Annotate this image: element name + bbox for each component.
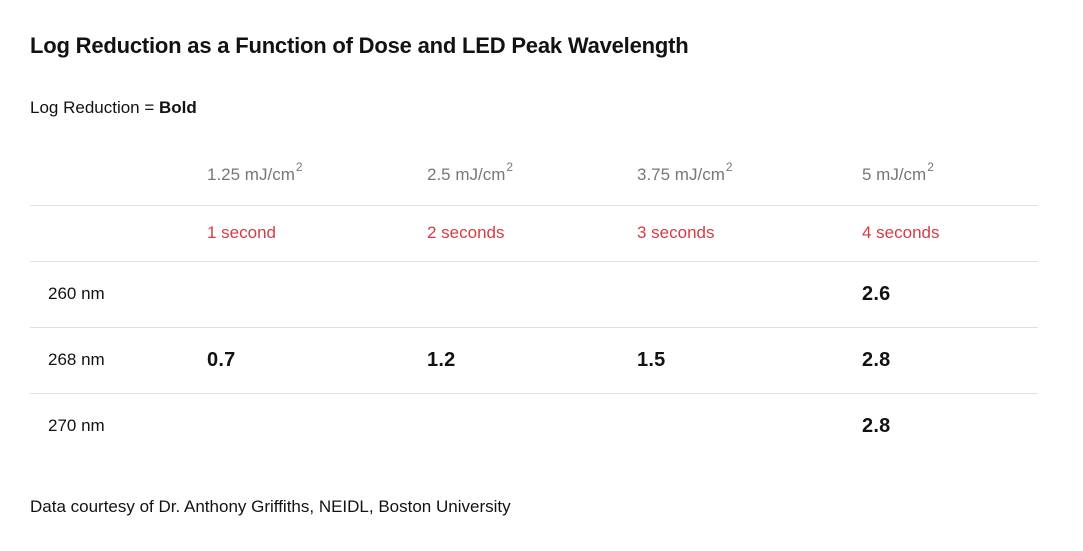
value-cell: 2.8 xyxy=(862,326,1038,393)
wavelength-label: 260 nm xyxy=(30,260,207,327)
time-header: 2 seconds xyxy=(427,204,637,261)
value-cell xyxy=(637,392,862,459)
table-row: 270 nm 2.8 xyxy=(30,392,1038,459)
time-header-row: 1 second 2 seconds 3 seconds 4 seconds xyxy=(30,204,1038,261)
corner-cell xyxy=(30,204,207,261)
value-cell xyxy=(637,260,862,327)
superscript: 2 xyxy=(506,160,514,175)
superscript: 2 xyxy=(295,160,303,175)
time-header: 4 seconds xyxy=(862,204,1038,261)
value-cell: 1.2 xyxy=(427,326,637,393)
value-cell xyxy=(427,260,637,327)
wavelength-label: 270 nm xyxy=(30,392,207,459)
legend-note-bold-word: Bold xyxy=(159,98,197,117)
dose-header: 3.75 mJ/cm2 xyxy=(637,160,733,184)
dose-header: 1.25 mJ/cm2 xyxy=(207,160,303,184)
source-credit: Data courtesy of Dr. Anthony Griffiths, … xyxy=(30,497,511,516)
value-cell xyxy=(207,260,427,327)
value-cell: 2.8 xyxy=(862,392,1038,459)
value-cell xyxy=(207,392,427,459)
value-cell: 1.5 xyxy=(637,326,862,393)
legend-note: Log Reduction = Bold xyxy=(30,99,1038,117)
value-cell: 2.6 xyxy=(862,260,1038,327)
superscript: 2 xyxy=(927,160,934,175)
value-cell xyxy=(427,392,637,459)
time-header: 3 seconds xyxy=(637,204,862,261)
log-reduction-table: 1.25 mJ/cm2 2.5 mJ/cm2 3.75 mJ/cm2 5 mJ/… xyxy=(30,145,1038,459)
legend-note-prefix: Log Reduction = xyxy=(30,98,160,117)
wavelength-label: 268 nm xyxy=(30,326,207,393)
table-row: 268 nm 0.7 1.2 1.5 2.8 xyxy=(30,326,1038,393)
table-row: 260 nm 2.6 xyxy=(30,260,1038,327)
dose-header-row: 1.25 mJ/cm2 2.5 mJ/cm2 3.75 mJ/cm2 5 mJ/… xyxy=(30,145,1038,205)
superscript: 2 xyxy=(725,160,733,175)
dose-header: 2.5 mJ/cm2 xyxy=(427,160,514,184)
page-title: Log Reduction as a Function of Dose and … xyxy=(30,33,689,58)
value-cell: 0.7 xyxy=(207,326,427,393)
dose-header: 5 mJ/cm2 xyxy=(862,160,934,184)
time-header: 1 second xyxy=(207,204,427,261)
corner-cell xyxy=(30,145,207,205)
